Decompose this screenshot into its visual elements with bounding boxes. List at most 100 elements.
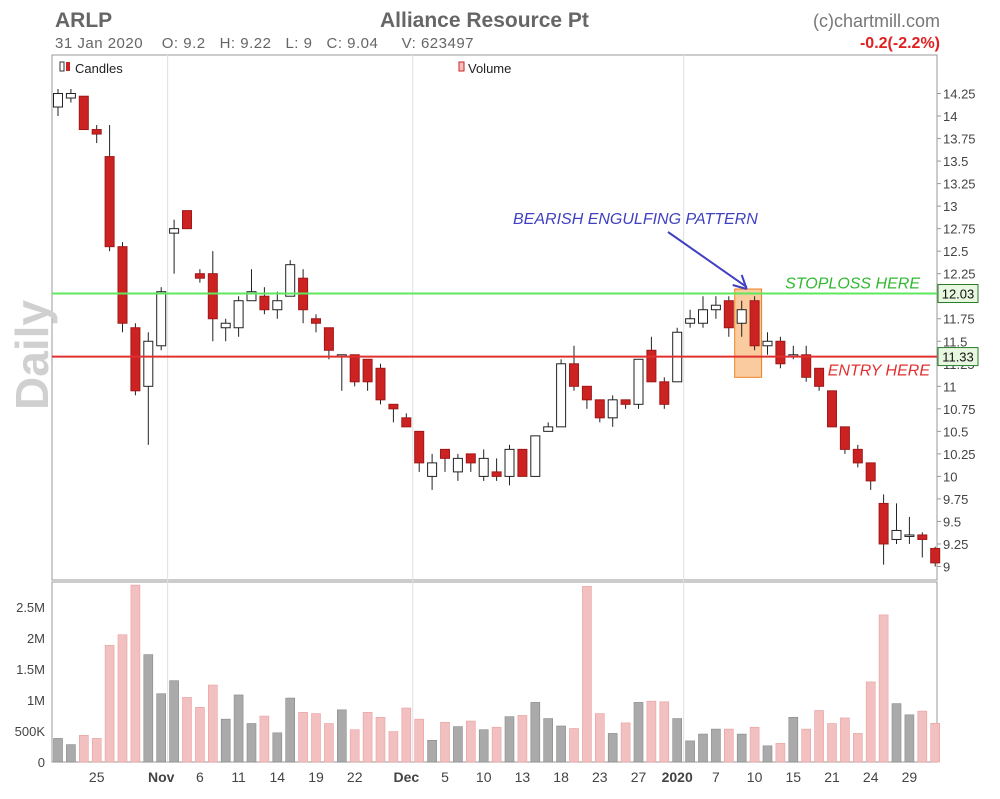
price-tick-label: 9.5 <box>943 514 961 529</box>
candle-body <box>311 318 321 324</box>
x-tick-label: 18 <box>553 769 569 785</box>
price-tick-label: 11.5 <box>943 334 967 349</box>
candle-body <box>117 246 128 324</box>
volume-bar <box>259 715 270 763</box>
price-tick-label: 14.25 <box>943 87 976 102</box>
legend-candles-icon-down <box>66 62 70 71</box>
volume-bar <box>891 703 902 763</box>
volume-bar <box>349 729 360 763</box>
candle-body <box>130 327 141 392</box>
volume-bar <box>543 718 554 763</box>
volume-bar <box>685 740 695 763</box>
volume-bar <box>285 697 296 763</box>
candle-body <box>156 291 167 347</box>
candle-body <box>478 457 489 477</box>
x-tick-label: 11 <box>231 769 246 785</box>
volume-tick-label: 0 <box>38 755 45 770</box>
candle-body <box>414 430 425 464</box>
candle-body <box>801 354 812 378</box>
volume-bar <box>182 697 192 763</box>
candle-body <box>182 210 192 230</box>
volume-bar <box>233 694 244 763</box>
volume-bar <box>104 645 115 763</box>
candle-body <box>581 385 592 401</box>
volume-bar <box>246 723 257 763</box>
candle-body <box>530 435 541 477</box>
candle-body <box>685 318 696 324</box>
volume-bar <box>79 735 89 763</box>
pattern-arrow-head <box>732 274 748 290</box>
candle-body <box>323 327 334 351</box>
daily-watermark: Daily <box>6 300 58 410</box>
volume-bar <box>594 713 605 763</box>
ohlcv-quote: 31 Jan 2020 O: 9.2 H: 9.22 L: 9 C: 9.04 … <box>55 35 475 52</box>
x-tick-label: 13 <box>515 769 531 785</box>
price-tick-label: 13.5 <box>943 154 968 169</box>
volume-bar <box>878 614 889 763</box>
volume-bar <box>465 720 476 763</box>
volume-bar <box>736 733 747 763</box>
candle-body <box>78 95 89 131</box>
volume-bar <box>195 707 205 763</box>
price-tick-label: 12.25 <box>943 267 976 282</box>
candle-body <box>594 399 605 419</box>
candle-body <box>930 547 941 564</box>
x-tick-label: 27 <box>631 769 647 785</box>
x-tick-label: 7 <box>712 769 720 785</box>
candle-body <box>233 300 244 329</box>
candle-body <box>388 403 399 410</box>
candle-body <box>762 340 773 347</box>
candle-body <box>220 322 231 329</box>
legend-volume-icon <box>458 61 465 72</box>
legend-volume-label: Volume <box>468 61 511 76</box>
candle-body <box>427 462 438 477</box>
volume-bar <box>827 723 837 763</box>
candle-body <box>272 300 283 311</box>
legend-candles-icon <box>59 61 65 72</box>
stoploss-price-tag <box>937 284 979 304</box>
candle-body <box>607 399 618 419</box>
volume-bar <box>607 733 618 763</box>
x-tick-label: 25 <box>89 769 105 785</box>
candle-body <box>543 426 554 432</box>
candle-body <box>491 471 502 477</box>
x-tick-label: 22 <box>347 769 363 785</box>
candle-body <box>904 534 915 537</box>
volume-bar <box>311 713 321 763</box>
volume-bar <box>401 707 412 763</box>
volume-tick-label: 2.5M <box>16 600 45 615</box>
candle-body <box>246 291 257 302</box>
volume-bar <box>711 728 721 763</box>
volume-bar <box>298 712 308 763</box>
volume-bar <box>620 722 631 763</box>
volume-bar <box>440 721 450 763</box>
price-tick-label: 10.5 <box>943 424 968 439</box>
candle-body <box>723 300 734 329</box>
price-tick-label: 10.75 <box>943 402 976 417</box>
candle-body <box>91 129 102 135</box>
price-tick-label: 9.75 <box>943 492 968 507</box>
volume-bar <box>220 718 231 763</box>
volume-bar <box>324 723 334 763</box>
volume-bar <box>388 731 399 763</box>
candle-body <box>620 399 631 405</box>
x-tick-label: Dec <box>393 769 419 785</box>
x-tick-label: 21 <box>824 769 840 785</box>
legend-candles-label: Candles <box>75 61 123 76</box>
candle-body <box>285 264 296 297</box>
ticker-symbol: ARLP <box>55 9 113 32</box>
candle-body <box>143 340 154 387</box>
company-name: Alliance Resource Pt <box>380 9 589 32</box>
volume-bar <box>865 681 876 763</box>
x-tick-label: 15 <box>786 769 802 785</box>
volume-tick-label: 1M <box>27 693 45 708</box>
volume-bar <box>362 712 373 763</box>
candle-body <box>698 309 708 324</box>
candle-body <box>504 448 515 477</box>
candle-body <box>659 381 670 405</box>
price-tick-label: 10 <box>943 469 957 484</box>
candle-body <box>517 448 528 477</box>
candle-body <box>362 358 373 383</box>
pattern-arrow <box>667 231 748 288</box>
candle-body <box>839 426 850 450</box>
